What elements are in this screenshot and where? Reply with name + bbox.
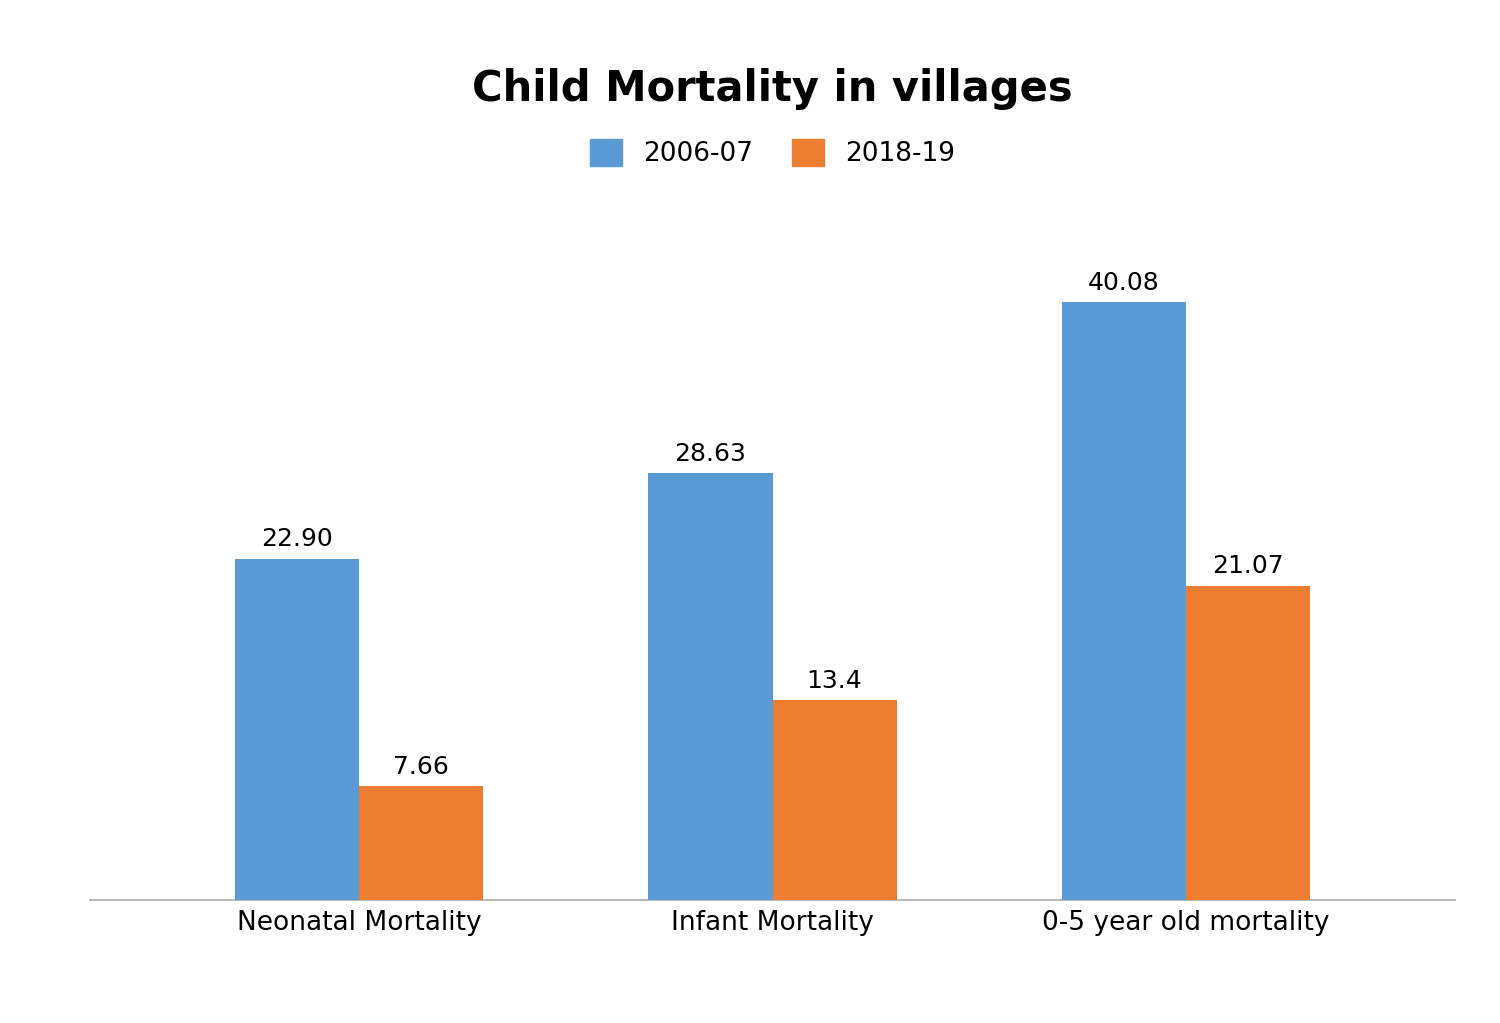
Bar: [648, 473, 772, 900]
Bar: [358, 786, 483, 900]
Bar: [772, 701, 897, 900]
Text: 13.4: 13.4: [807, 669, 862, 693]
Bar: [236, 559, 358, 900]
Legend: 2006-07, 2018-19: 2006-07, 2018-19: [576, 126, 969, 180]
Text: 22.90: 22.90: [261, 527, 333, 551]
Title: Child Mortality in villages: Child Mortality in villages: [472, 68, 1072, 109]
Bar: [1062, 303, 1186, 900]
Bar: [1186, 586, 1310, 900]
Text: 28.63: 28.63: [675, 442, 747, 465]
Text: 7.66: 7.66: [393, 755, 448, 779]
Text: 40.08: 40.08: [1088, 271, 1160, 295]
Text: 21.07: 21.07: [1212, 554, 1284, 578]
